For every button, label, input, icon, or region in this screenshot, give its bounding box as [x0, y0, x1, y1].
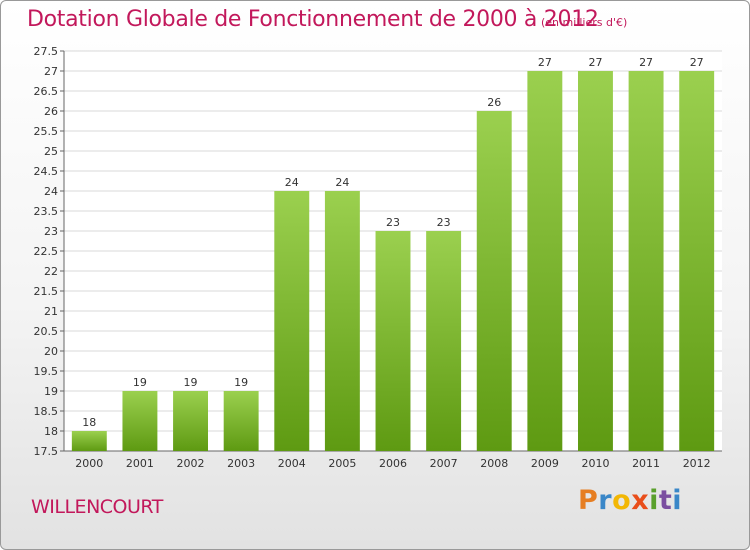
- y-tick-label: 21.5: [34, 285, 59, 298]
- bar: [223, 391, 259, 451]
- x-tick-label: 2011: [632, 457, 660, 470]
- x-tick-label: 2012: [683, 457, 711, 470]
- y-tick-label: 27: [44, 65, 58, 78]
- chart-unit: (en milliers d'€): [541, 16, 628, 29]
- bar: [71, 431, 107, 451]
- bar-value-label: 19: [133, 376, 147, 389]
- bar: [426, 231, 462, 451]
- y-tick-label: 22.5: [34, 245, 59, 258]
- x-tick-label: 2008: [480, 457, 508, 470]
- bar-value-label: 26: [487, 96, 501, 109]
- bar: [173, 391, 209, 451]
- bar: [375, 231, 411, 451]
- y-tick-label: 18.5: [34, 405, 59, 418]
- x-tick-label: 2001: [126, 457, 154, 470]
- y-tick-label: 18: [44, 425, 58, 438]
- y-tick-label: 27.5: [34, 45, 59, 58]
- y-tick-label: 20: [44, 345, 58, 358]
- bar-value-label: 19: [184, 376, 198, 389]
- y-tick-label: 21: [44, 305, 58, 318]
- bar: [324, 191, 360, 451]
- bar: [679, 71, 715, 451]
- y-tick-label: 19: [44, 385, 58, 398]
- y-tick-label: 24.5: [34, 165, 59, 178]
- y-tick-label: 26.5: [34, 85, 59, 98]
- x-tick-label: 2007: [430, 457, 458, 470]
- bar-value-label: 23: [437, 216, 451, 229]
- y-tick-label: 25: [44, 145, 58, 158]
- y-tick-label: 17.5: [34, 445, 59, 458]
- x-tick-label: 2005: [328, 457, 356, 470]
- y-tick-label: 26: [44, 105, 58, 118]
- bar: [274, 191, 310, 451]
- y-tick-label: 20.5: [34, 325, 59, 338]
- bar: [577, 71, 613, 451]
- chart-title: Dotation Globale de Fonctionnement de 20…: [27, 7, 599, 32]
- x-tick-label: 2000: [75, 457, 103, 470]
- proxiti-logo: Proxiti: [578, 485, 683, 516]
- bar-value-label: 27: [588, 56, 602, 69]
- x-tick-label: 2006: [379, 457, 407, 470]
- bar: [122, 391, 158, 451]
- bar-value-label: 24: [285, 176, 299, 189]
- bar-value-label: 27: [690, 56, 704, 69]
- x-tick-label: 2003: [227, 457, 255, 470]
- bar: [628, 71, 664, 451]
- x-tick-label: 2010: [581, 457, 609, 470]
- y-tick-label: 19.5: [34, 365, 59, 378]
- y-tick-label: 24: [44, 185, 58, 198]
- bar-value-label: 27: [538, 56, 552, 69]
- bar-value-label: 23: [386, 216, 400, 229]
- commune-name: WILLENCOURT: [31, 496, 163, 518]
- y-tick-label: 23: [44, 225, 58, 238]
- bar-value-label: 24: [335, 176, 349, 189]
- y-tick-label: 22: [44, 265, 58, 278]
- bar: [527, 71, 563, 451]
- x-tick-label: 2004: [278, 457, 306, 470]
- bar-value-label: 18: [82, 416, 96, 429]
- bar-value-label: 19: [234, 376, 248, 389]
- x-tick-label: 2002: [177, 457, 205, 470]
- y-tick-label: 25.5: [34, 125, 59, 138]
- y-tick-label: 23.5: [34, 205, 59, 218]
- x-tick-label: 2009: [531, 457, 559, 470]
- bar: [476, 111, 512, 451]
- bar-value-label: 27: [639, 56, 653, 69]
